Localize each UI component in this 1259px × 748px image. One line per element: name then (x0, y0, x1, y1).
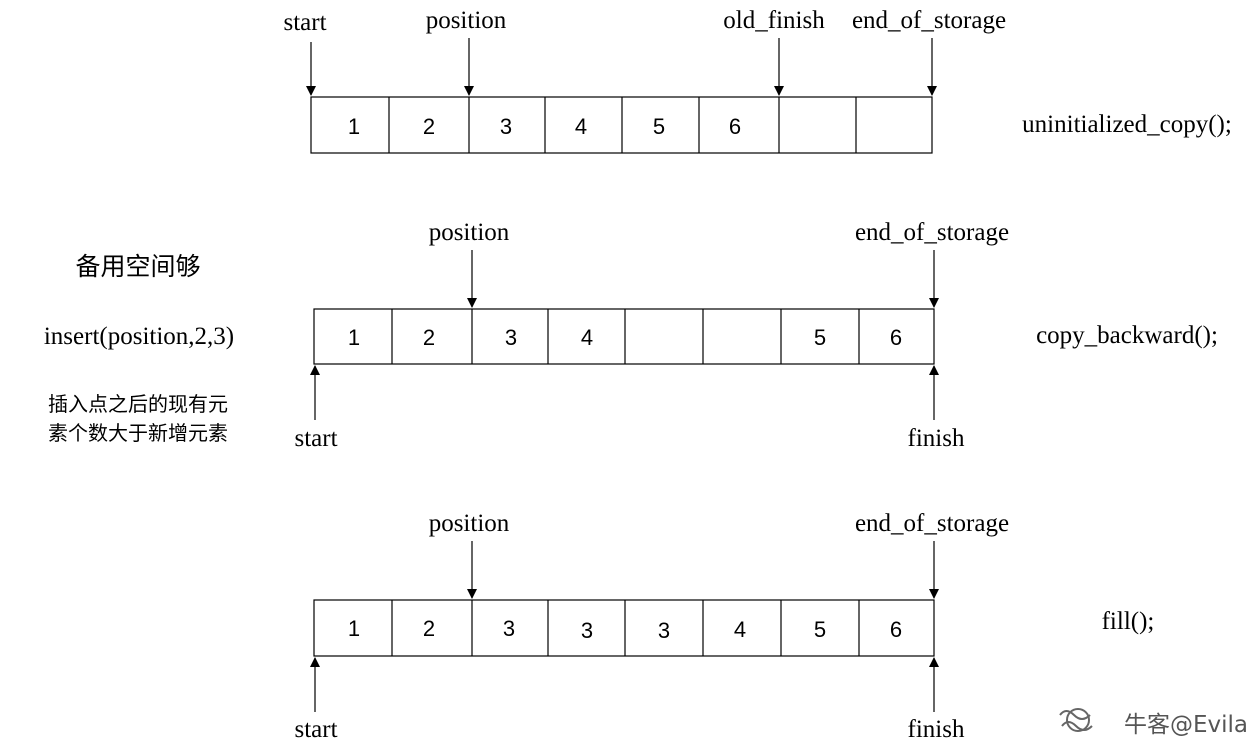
row-2-cell-7: 5 (814, 325, 826, 350)
row-1-cell-5: 5 (653, 114, 665, 139)
row-2-start-label: start (294, 425, 337, 452)
row-1-cell-1: 1 (348, 114, 360, 139)
row-3-group: position end_of_storage 1 2 3 3 3 4 5 6 … (294, 510, 1154, 743)
row-2-end-of-storage-label: end_of_storage (855, 219, 1009, 246)
row-3-finish-label: finish (908, 716, 965, 743)
row-1-old-finish-label: old_finish (723, 7, 825, 34)
row-1-function-label: uninitialized_copy(); (1022, 111, 1232, 138)
condition-note-line-1: 插入点之后的现有元 (48, 392, 228, 416)
row-2-group: position end_of_storage 1 2 3 4 5 6 star… (294, 219, 1217, 452)
row-2-array (313, 308, 935, 365)
row-3-cell-6: 4 (734, 617, 746, 642)
row-1-end-of-storage-label: end_of_storage (852, 7, 1006, 34)
row-3-cell-3: 3 (503, 616, 515, 641)
row-2-cell-4: 4 (581, 325, 593, 350)
watermark: 牛客@Evila (1059, 708, 1248, 738)
row-2-cell-3: 3 (505, 325, 517, 350)
row-3-cell-1: 1 (348, 616, 360, 641)
condition-note-line-2: 素个数大于新增元素 (48, 421, 228, 445)
row-1-cell-4: 4 (575, 114, 587, 139)
row-3-cell-5: 3 (658, 618, 670, 643)
row-3-end-of-storage-label: end_of_storage (855, 510, 1009, 537)
enough-space-note: 备用空间够 (75, 252, 200, 281)
row-2-cell-2: 2 (423, 325, 435, 350)
row-1-position-label: position (426, 7, 507, 34)
row-2-cell-8: 6 (890, 325, 902, 350)
row-3-function-label: fill(); (1102, 608, 1155, 635)
row-3-cell-4: 3 (581, 618, 593, 643)
row-1-group: start position old_finish end_of_storage… (283, 7, 1232, 154)
row-3-position-label: position (429, 510, 510, 537)
row-2-cell-1: 1 (348, 325, 360, 350)
row-3-cell-2: 2 (423, 616, 435, 641)
row-1-cell-3: 3 (500, 114, 512, 139)
row-2-function-label: copy_backward(); (1036, 322, 1218, 349)
watermark-logo-icon (1059, 708, 1093, 732)
watermark-text: 牛客@Evila (1124, 712, 1248, 738)
row-2-finish-label: finish (908, 425, 965, 452)
row-3-cell-7: 5 (814, 617, 826, 642)
row-1-cell-6: 6 (729, 114, 741, 139)
insert-call-note: insert(position,2,3) (44, 323, 234, 350)
row-1-start-label: start (283, 9, 326, 36)
side-notes: 备用空间够 insert(position,2,3) 插入点之后的现有元 素个数… (44, 252, 234, 445)
row-3-start-label: start (294, 716, 337, 743)
row-2-position-label: position (429, 219, 510, 246)
row-3-cell-8: 6 (890, 617, 902, 642)
row-1-cell-2: 2 (423, 114, 435, 139)
row-3-array (313, 599, 935, 657)
